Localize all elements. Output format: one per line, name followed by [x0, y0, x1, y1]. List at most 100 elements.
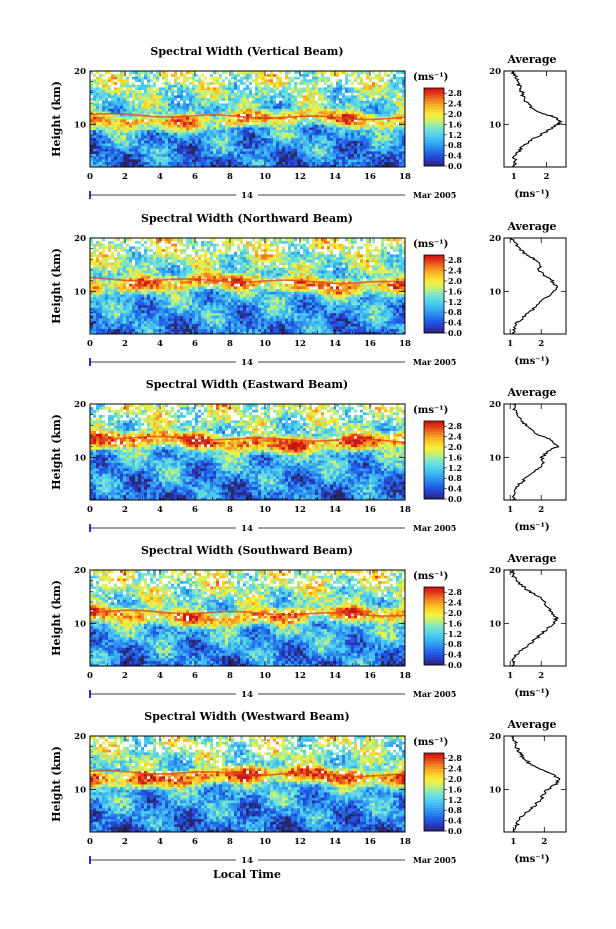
heatmap-cell [147, 159, 151, 163]
heatmap-cell [171, 81, 175, 85]
heatmap-cell [387, 320, 391, 324]
heatmap-cell [267, 95, 271, 99]
heatmap-cell [159, 331, 163, 334]
heatmap-cell [186, 76, 190, 80]
heatmap-cell [345, 159, 349, 163]
heatmap-cell [123, 310, 127, 314]
heatmap-cell [228, 79, 232, 83]
heatmap-cell [300, 89, 304, 93]
heatmap-cell [309, 310, 313, 314]
heatmap-cell [336, 84, 340, 88]
heatmap-cell [372, 159, 376, 163]
heatmap-cell [396, 159, 400, 163]
heatmap-cell [330, 331, 334, 334]
heatmap-cell [258, 103, 262, 107]
heatmap-cell [381, 140, 385, 144]
heatmap-cell [186, 326, 190, 330]
heatmap-cell [270, 143, 274, 147]
heatmap-cell [357, 81, 361, 85]
heatmap-cell [102, 318, 106, 322]
heatmap-cell [183, 73, 187, 77]
heatmap-cell [174, 100, 178, 104]
heatmap-cell [300, 153, 304, 157]
heatmap-cell [387, 310, 391, 314]
heatmap-cell [360, 89, 364, 93]
heatmap-cell [270, 76, 274, 80]
heatmap-cell [120, 105, 124, 109]
heatmap-cell [168, 318, 172, 322]
heatmap-cell [288, 318, 292, 322]
heatmap-cell [246, 121, 250, 125]
heatmap-cell [126, 81, 130, 85]
heatmap-cell [198, 71, 202, 75]
heatmap-cell [153, 84, 157, 88]
heatmap-cell [186, 143, 190, 147]
heatmap-cell [300, 310, 304, 314]
heatmap-cell [102, 79, 106, 83]
heatmap-cell [147, 140, 151, 144]
heatmap-cell [210, 108, 214, 112]
heatmap-cell [360, 73, 364, 77]
heatmap-cell [111, 143, 115, 147]
heatmap-cell [288, 121, 292, 125]
heatmap-cell [168, 116, 172, 120]
heatmap-cell [228, 100, 232, 104]
heatmap-cell [180, 323, 184, 327]
heatmap-cell [327, 153, 331, 157]
heatmap-cell [96, 108, 100, 112]
heatmap-cell [264, 156, 268, 160]
heatmap-cell [234, 127, 238, 131]
heatmap-cell [261, 307, 265, 311]
heatmap-cell [243, 71, 247, 75]
heatmap-cell [159, 153, 163, 157]
heatmap-cell [267, 310, 271, 314]
heatmap-cell [186, 81, 190, 85]
heatmap-cell [276, 323, 280, 327]
heatmap-cell [183, 116, 187, 120]
heatmap-cell [192, 140, 196, 144]
heatmap-cell [384, 159, 388, 163]
heatmap-cell [210, 135, 214, 139]
heatmap-cell [189, 103, 193, 107]
heatmap-cell [216, 81, 220, 85]
heatmap-cell [369, 326, 373, 330]
heatmap-cell [237, 127, 241, 131]
heatmap-cell [354, 318, 358, 322]
heatmap-cell [237, 73, 241, 77]
heatmap-cell [399, 71, 403, 75]
heatmap-cell [387, 81, 391, 85]
heatmap-cell [375, 151, 379, 155]
heatmap-cell [282, 124, 286, 128]
heatmap-cell [129, 161, 133, 165]
heatmap-cell [192, 143, 196, 147]
heatmap-cell [324, 92, 328, 96]
heatmap-cell [123, 84, 127, 88]
heatmap-cell [195, 312, 199, 316]
heatmap-cell [258, 331, 262, 334]
heatmap-cell [291, 137, 295, 141]
heatmap-cell [210, 129, 214, 133]
heatmap-cell [225, 164, 229, 167]
heatmap-cell [177, 307, 181, 311]
heatmap-cell [291, 113, 295, 117]
heatmap-cell [270, 156, 274, 160]
heatmap-cell [93, 89, 97, 93]
heatmap-cell [189, 156, 193, 160]
heatmap-cell [390, 328, 394, 332]
heatmap-cell [159, 307, 163, 311]
heatmap-cell [264, 140, 268, 144]
heatmap-cell [243, 135, 247, 139]
heatmap-cell [294, 97, 298, 101]
heatmap-cell [315, 143, 319, 147]
heatmap-cell [216, 84, 220, 88]
heatmap-cell [207, 87, 211, 91]
heatmap-cell [255, 97, 259, 101]
heatmap-cell [168, 84, 172, 88]
heatmap-cell [189, 97, 193, 101]
heatmap-cell [171, 307, 175, 311]
heatmap-cell [342, 318, 346, 322]
heatmap-cell [138, 127, 142, 131]
heatmap-cell [105, 164, 109, 167]
heatmap-cell [336, 95, 340, 99]
heatmap-cell [216, 119, 220, 123]
